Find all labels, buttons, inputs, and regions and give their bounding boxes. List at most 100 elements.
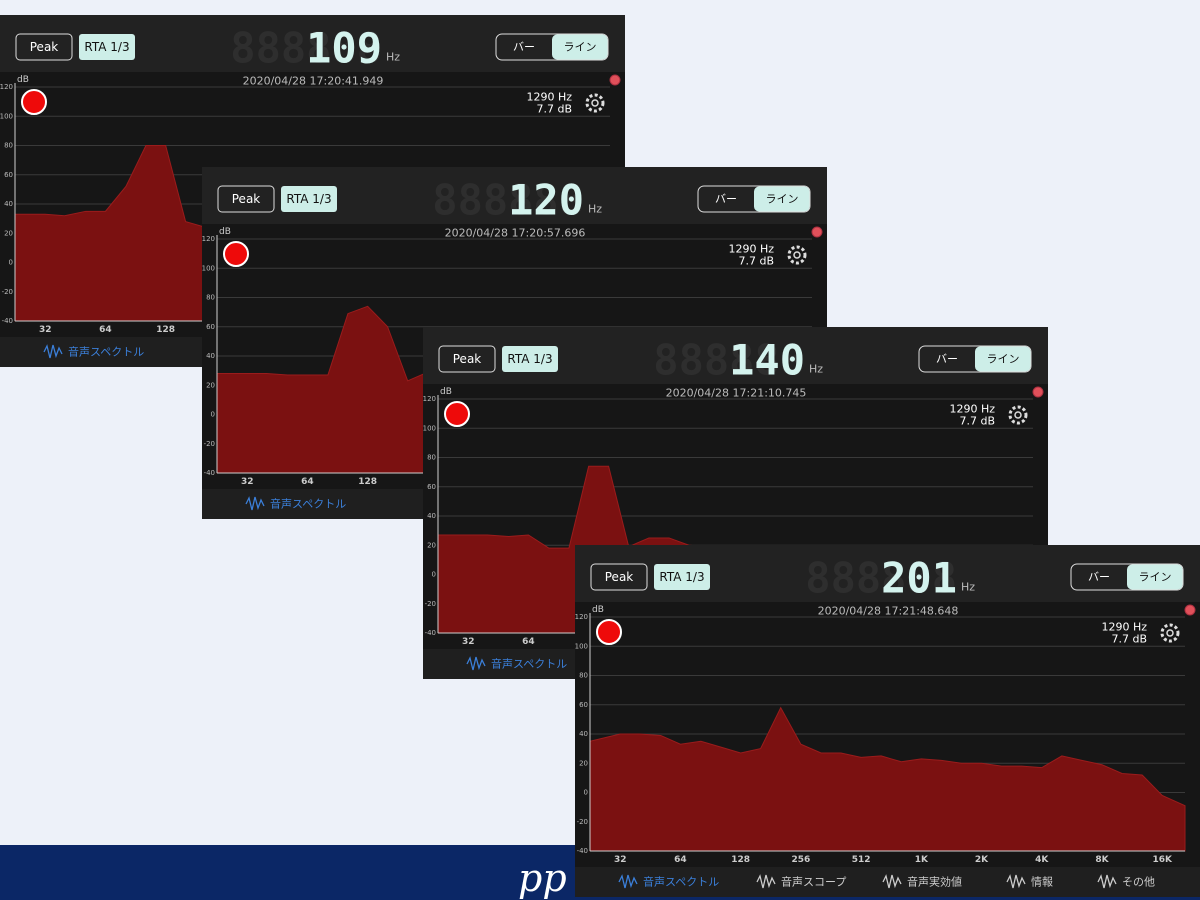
peak-marker: [21, 89, 47, 115]
display-ghost: 888888: [432, 176, 584, 225]
timestamp: 2020/04/28 17:20:41.949: [243, 75, 384, 88]
toggle-line[interactable]: ライン: [987, 353, 1020, 366]
rta-label[interactable]: RTA 1/3: [84, 40, 129, 54]
tab-icon: [1097, 874, 1117, 889]
y-tick-label: -40: [2, 317, 13, 325]
tab-label[interactable]: 音声スペクトル: [270, 497, 346, 511]
rta-button[interactable]: [79, 34, 135, 60]
x-tick-label: 16K: [1152, 855, 1173, 865]
tab-label[interactable]: 音声スペクトル: [643, 875, 719, 889]
y-tick-label: 100: [202, 264, 215, 272]
readout-frequency: 1290 Hz: [728, 243, 774, 256]
rta-button[interactable]: [654, 564, 710, 590]
rta-button[interactable]: [281, 186, 337, 212]
y-tick-label: -20: [577, 818, 588, 826]
display-ghost: 888888: [805, 554, 957, 603]
x-tick-label: 8K: [1095, 855, 1109, 865]
y-tick-label: 20: [427, 541, 436, 549]
x-tick-label: 256: [791, 855, 810, 865]
x-tick-label: 128: [731, 855, 750, 865]
display-value: 201: [881, 554, 957, 603]
x-tick-label: 128: [156, 325, 175, 335]
y-tick-label: 100: [423, 424, 436, 432]
y-axis-label: dB: [17, 75, 29, 85]
y-tick-label: 120: [202, 235, 215, 243]
y-tick-label: 40: [206, 352, 215, 360]
status-light: [1184, 604, 1196, 616]
y-tick-label: 20: [206, 381, 215, 389]
settings-gear[interactable]: [1008, 405, 1028, 425]
tab-label[interactable]: 音声スペクトル: [491, 657, 567, 671]
tab-label[interactable]: 音声実効値: [907, 875, 962, 889]
settings-gear[interactable]: [585, 93, 605, 113]
toggle-bar[interactable]: バー: [513, 41, 535, 54]
readout-level: 7.7 dB: [1111, 633, 1147, 646]
peak-label[interactable]: Peak: [605, 570, 634, 584]
peak-button[interactable]: [217, 185, 275, 213]
peak-marker: [223, 241, 249, 267]
tab-icon: [43, 344, 63, 359]
peak-label[interactable]: Peak: [232, 192, 261, 206]
settings-gear-hole: [1014, 411, 1022, 419]
status-light: [811, 226, 823, 238]
toggle-frame: [697, 185, 811, 213]
readout-frequency: 1290 Hz: [1101, 621, 1147, 634]
y-tick-label: 0: [584, 789, 588, 797]
tab-label[interactable]: 音声スペクトル: [68, 345, 144, 359]
toggle-frame: [1070, 563, 1184, 591]
x-tick-label: 64: [674, 855, 687, 865]
readout-frequency: 1290 Hz: [526, 91, 572, 104]
spectrum-area: [589, 706, 1186, 852]
y-tick-label: 80: [579, 672, 588, 680]
tab-label[interactable]: 音声スコープ: [781, 875, 846, 889]
y-tick-label: 40: [427, 512, 436, 520]
peak-marker: [444, 401, 470, 427]
peak-button[interactable]: [15, 33, 73, 61]
y-tick-label: -40: [204, 469, 215, 477]
display-unit: Hz: [961, 581, 975, 594]
peak-label[interactable]: Peak: [453, 352, 482, 366]
x-tick-label: 32: [39, 325, 52, 335]
tab-icon: [245, 496, 265, 511]
tab-icon: [618, 874, 638, 889]
peak-label[interactable]: Peak: [30, 40, 59, 54]
tab-label[interactable]: 情報: [1031, 876, 1053, 889]
toggle-line[interactable]: ライン: [1139, 571, 1172, 584]
status-light: [1032, 386, 1044, 398]
y-tick-label: -20: [2, 288, 13, 296]
peak-button[interactable]: [590, 563, 648, 591]
rta-button[interactable]: [502, 346, 558, 372]
x-tick-label: 64: [301, 477, 314, 487]
peak-button[interactable]: [438, 345, 496, 373]
rta-label[interactable]: RTA 1/3: [659, 570, 704, 584]
settings-gear[interactable]: [1160, 623, 1180, 643]
y-tick-label: 20: [579, 759, 588, 767]
x-tick-label: 32: [614, 855, 627, 865]
toggle-bar[interactable]: バー: [715, 193, 737, 206]
settings-gear[interactable]: [787, 245, 807, 265]
x-tick-label: 32: [241, 477, 254, 487]
rta-label[interactable]: RTA 1/3: [286, 192, 331, 206]
x-tick-label: 1K: [915, 855, 929, 865]
x-tick-label: 4K: [1035, 855, 1049, 865]
toggle-line[interactable]: ライン: [766, 193, 799, 206]
y-tick-label: 0: [211, 411, 215, 419]
y-tick-label: 120: [0, 83, 13, 91]
toggle-bar[interactable]: バー: [1088, 571, 1110, 584]
readout-level: 7.7 dB: [536, 103, 572, 116]
toggle-active: [754, 186, 810, 212]
y-tick-label: 80: [427, 454, 436, 462]
toggle-line[interactable]: ライン: [564, 41, 597, 54]
tab-label[interactable]: その他: [1122, 876, 1155, 889]
y-tick-label: 120: [423, 395, 436, 403]
y-tick-label: 20: [4, 229, 13, 237]
rta-label[interactable]: RTA 1/3: [507, 352, 552, 366]
readout-level: 7.7 dB: [738, 255, 774, 268]
toggle-bar[interactable]: バー: [936, 353, 958, 366]
display-value: 140: [729, 336, 805, 385]
status-light: [609, 74, 621, 86]
settings-gear-hole: [793, 251, 801, 259]
